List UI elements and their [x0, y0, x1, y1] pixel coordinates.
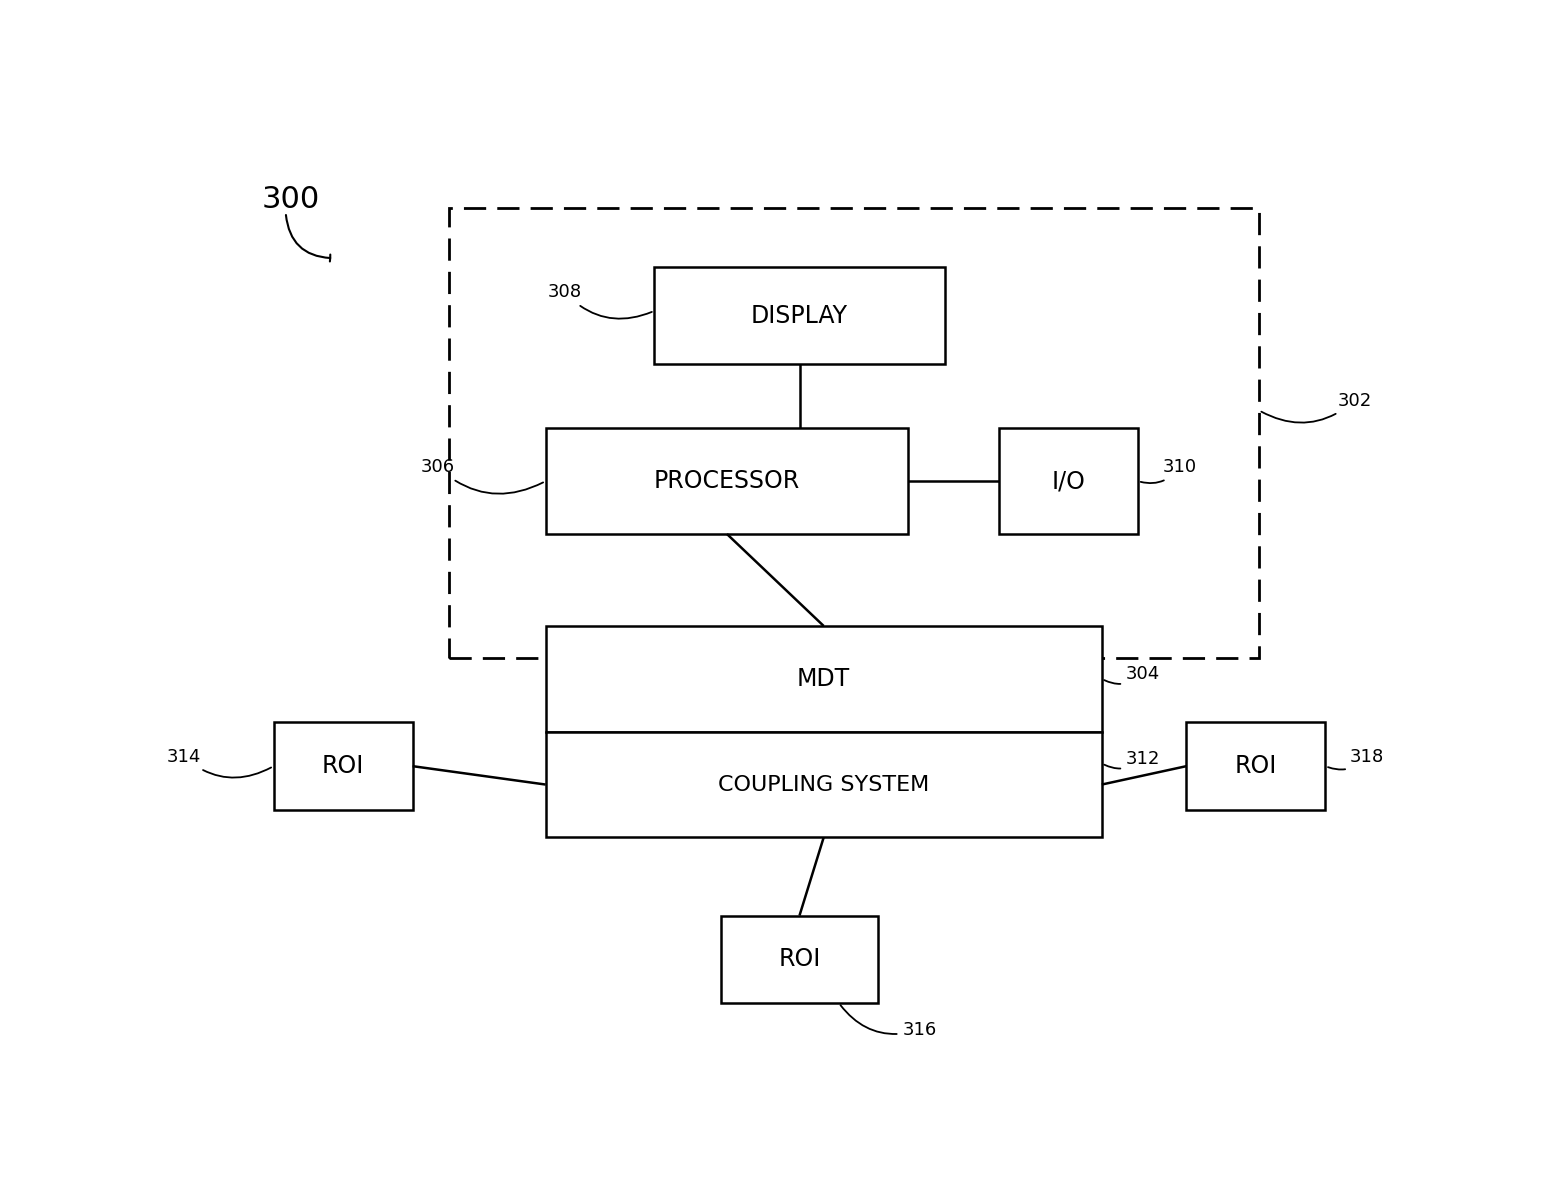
Text: I/O: I/O — [1051, 469, 1086, 493]
Bar — [721, 916, 878, 1003]
Bar — [546, 626, 1101, 732]
Text: 308: 308 — [548, 283, 652, 319]
Text: 306: 306 — [421, 458, 543, 494]
Bar — [546, 429, 908, 534]
Text: 312: 312 — [1104, 750, 1161, 769]
Text: ROI: ROI — [1234, 755, 1278, 778]
Text: 302: 302 — [1262, 392, 1371, 423]
Text: ROI: ROI — [321, 755, 365, 778]
Text: COUPLING SYSTEM: COUPLING SYSTEM — [718, 775, 930, 794]
Text: 300: 300 — [262, 185, 320, 214]
Text: ROI: ROI — [778, 947, 821, 971]
Text: 316: 316 — [841, 1005, 936, 1039]
Text: 310: 310 — [1140, 458, 1197, 484]
Text: 318: 318 — [1328, 747, 1384, 769]
Bar — [273, 722, 412, 810]
Text: PROCESSOR: PROCESSOR — [654, 469, 800, 493]
Bar — [449, 208, 1259, 658]
Bar — [998, 429, 1139, 534]
Bar — [546, 732, 1101, 837]
Text: DISPLAY: DISPLAY — [750, 303, 849, 327]
Text: MDT: MDT — [797, 666, 850, 691]
Text: 304: 304 — [1104, 665, 1161, 684]
Bar — [655, 267, 945, 364]
Bar — [1187, 722, 1326, 810]
Text: 314: 314 — [167, 747, 271, 777]
